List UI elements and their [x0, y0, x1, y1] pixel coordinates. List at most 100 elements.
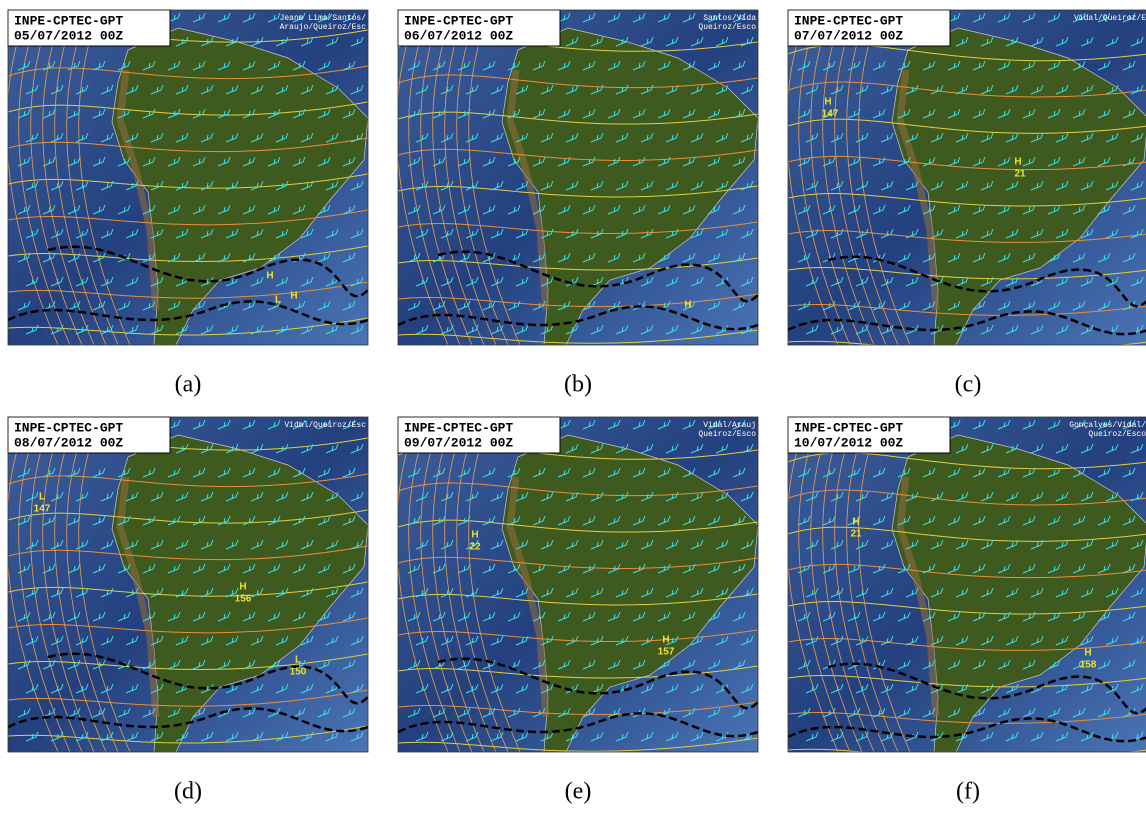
- wind-barb: [25, 276, 39, 287]
- wind-barb: [690, 324, 704, 335]
- wind-barb: [1105, 443, 1119, 454]
- wind-barb: [350, 180, 364, 191]
- isobar: [8, 473, 368, 488]
- wind-barb: [167, 563, 181, 574]
- isobar-ring: [18, 10, 71, 345]
- wind-barb: [1080, 276, 1094, 287]
- panel-border: [7, 416, 369, 753]
- wind-barb: [1030, 587, 1044, 598]
- wind-barb: [972, 300, 986, 311]
- wind-barb: [325, 731, 339, 742]
- wind-barb: [25, 180, 39, 191]
- wind-barb: [1072, 515, 1086, 526]
- wind-barb: [1055, 180, 1069, 191]
- wind-barb: [607, 12, 621, 23]
- wind-barb: [897, 659, 911, 670]
- wind-barb: [1122, 467, 1136, 478]
- wind-barb: [972, 419, 986, 430]
- wind-barb: [275, 587, 289, 598]
- wind-barb: [292, 419, 306, 430]
- wind-barb: [997, 419, 1011, 430]
- wind-barb: [690, 180, 704, 191]
- wind-barb: [980, 84, 994, 95]
- pressure-label: L: [39, 492, 45, 503]
- wind-barb: [440, 491, 454, 502]
- wind-barb: [947, 611, 961, 622]
- wind-barb: [715, 731, 729, 742]
- wind-barb: [325, 635, 339, 646]
- wind-barb: [67, 659, 81, 670]
- wind-barb: [632, 156, 646, 167]
- wind-barb: [1072, 707, 1086, 718]
- wind-barb: [1122, 252, 1136, 263]
- wind-barb: [565, 635, 579, 646]
- wind-barb: [682, 252, 696, 263]
- map-content: H: [398, 10, 758, 345]
- wind-barb: [947, 204, 961, 215]
- wind-barb: [665, 443, 679, 454]
- wind-barb: [515, 324, 529, 335]
- isobar: [8, 509, 368, 524]
- wind-barb: [947, 467, 961, 478]
- wind-barb: [415, 276, 429, 287]
- wind-barb: [1030, 228, 1044, 239]
- isobar: [398, 482, 758, 497]
- wind-barb: [407, 707, 421, 718]
- andes: [116, 69, 160, 311]
- wind-barb: [457, 252, 471, 263]
- isobar: [8, 65, 368, 80]
- panel-header: INPE-CPTEC-GPT: [404, 420, 513, 435]
- wind-barb: [1030, 443, 1044, 454]
- wind-barb: [590, 491, 604, 502]
- wind-barb: [300, 587, 314, 598]
- wind-barb: [292, 156, 306, 167]
- wind-barb: [1105, 36, 1119, 47]
- wind-barb: [342, 252, 356, 263]
- wind-barb: [275, 324, 289, 335]
- wind-barb: [1122, 659, 1136, 670]
- wind-barb: [707, 611, 721, 622]
- wind-barb: [432, 563, 446, 574]
- wind-barb: [540, 276, 554, 287]
- wind-barb: [1055, 84, 1069, 95]
- wind-barb: [17, 300, 31, 311]
- wind-barb: [200, 587, 214, 598]
- wind-barb: [1072, 659, 1086, 670]
- wind-barb: [67, 515, 81, 526]
- dashed-front: [398, 305, 758, 331]
- wind-barb: [342, 204, 356, 215]
- wind-barb: [342, 467, 356, 478]
- panel-border: [397, 9, 759, 346]
- wind-barb: [1055, 683, 1069, 694]
- pressure-label: 156: [235, 594, 252, 605]
- isobar-ring: [810, 417, 863, 752]
- wind-barb: [490, 324, 504, 335]
- wind-barb: [947, 419, 961, 430]
- pressure-label: 21: [1014, 169, 1026, 180]
- wind-barb: [972, 611, 986, 622]
- wind-barb: [690, 539, 704, 550]
- pressure-label: H: [239, 582, 246, 593]
- wind-barb: [317, 419, 331, 430]
- wind-barb: [415, 635, 429, 646]
- wind-barb: [250, 539, 264, 550]
- wind-barb: [607, 204, 621, 215]
- wind-barb: [67, 108, 81, 119]
- wind-barb: [267, 12, 281, 23]
- wind-barb: [797, 611, 811, 622]
- wind-barb: [947, 60, 961, 71]
- wind-barb: [830, 539, 844, 550]
- wind-barb: [880, 683, 894, 694]
- wind-barb: [317, 204, 331, 215]
- pressure-label: H: [1014, 157, 1021, 168]
- wind-barb: [457, 204, 471, 215]
- wind-barb: [1030, 635, 1044, 646]
- wind-barb: [167, 611, 181, 622]
- wind-barb: [50, 180, 64, 191]
- wind-barb: [242, 611, 256, 622]
- wind-barb: [407, 156, 421, 167]
- panel-border: [7, 9, 369, 346]
- wind-barb: [1130, 84, 1144, 95]
- isobar-ring: [798, 417, 851, 752]
- wind-barb: [1122, 156, 1136, 167]
